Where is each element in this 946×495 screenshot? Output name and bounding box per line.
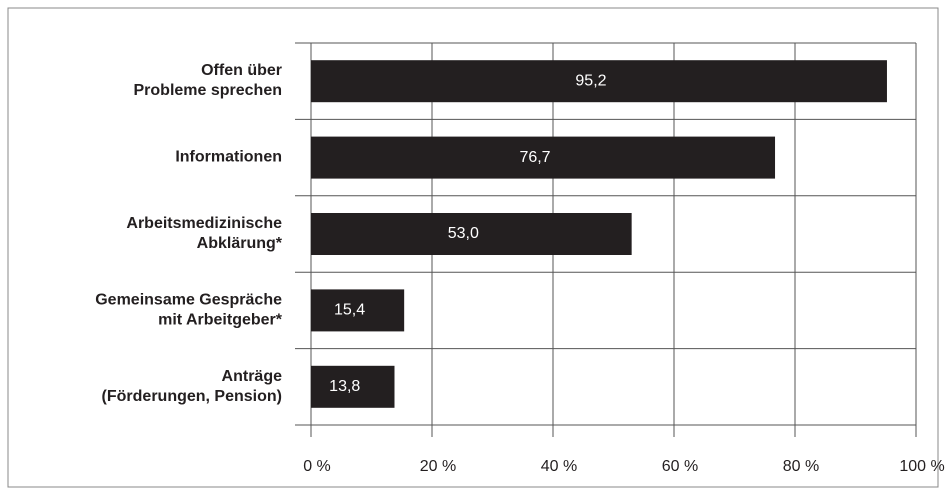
value-label: 13,8 — [329, 378, 360, 395]
bar — [311, 365, 395, 408]
category-label: Anträge (Förderungen, Pension) — [102, 368, 283, 405]
x-tick-label: 80 % — [783, 458, 819, 475]
bar — [311, 60, 887, 103]
value-label: 76,7 — [519, 149, 550, 166]
category-label: Gemeinsame Gespräche mit Arbeitgeber* — [95, 292, 283, 329]
x-tick-label: 20 % — [420, 458, 456, 475]
x-tick-label: 100 % — [899, 458, 944, 475]
category-label: Offen über Probleme sprechen — [134, 62, 283, 99]
category-label: Arbeitsmedizinische Abklärung* — [126, 215, 282, 252]
x-tick-label: 0 % — [303, 458, 331, 475]
x-tick-label: 40 % — [541, 458, 577, 475]
bar — [311, 213, 632, 255]
value-label: 53,0 — [448, 225, 479, 242]
value-label: 95,2 — [575, 72, 606, 89]
value-label: 15,4 — [334, 302, 365, 319]
bar — [311, 136, 776, 179]
category-label: Informationen — [175, 149, 282, 166]
bar — [311, 289, 405, 332]
x-tick-label: 60 % — [662, 458, 698, 475]
